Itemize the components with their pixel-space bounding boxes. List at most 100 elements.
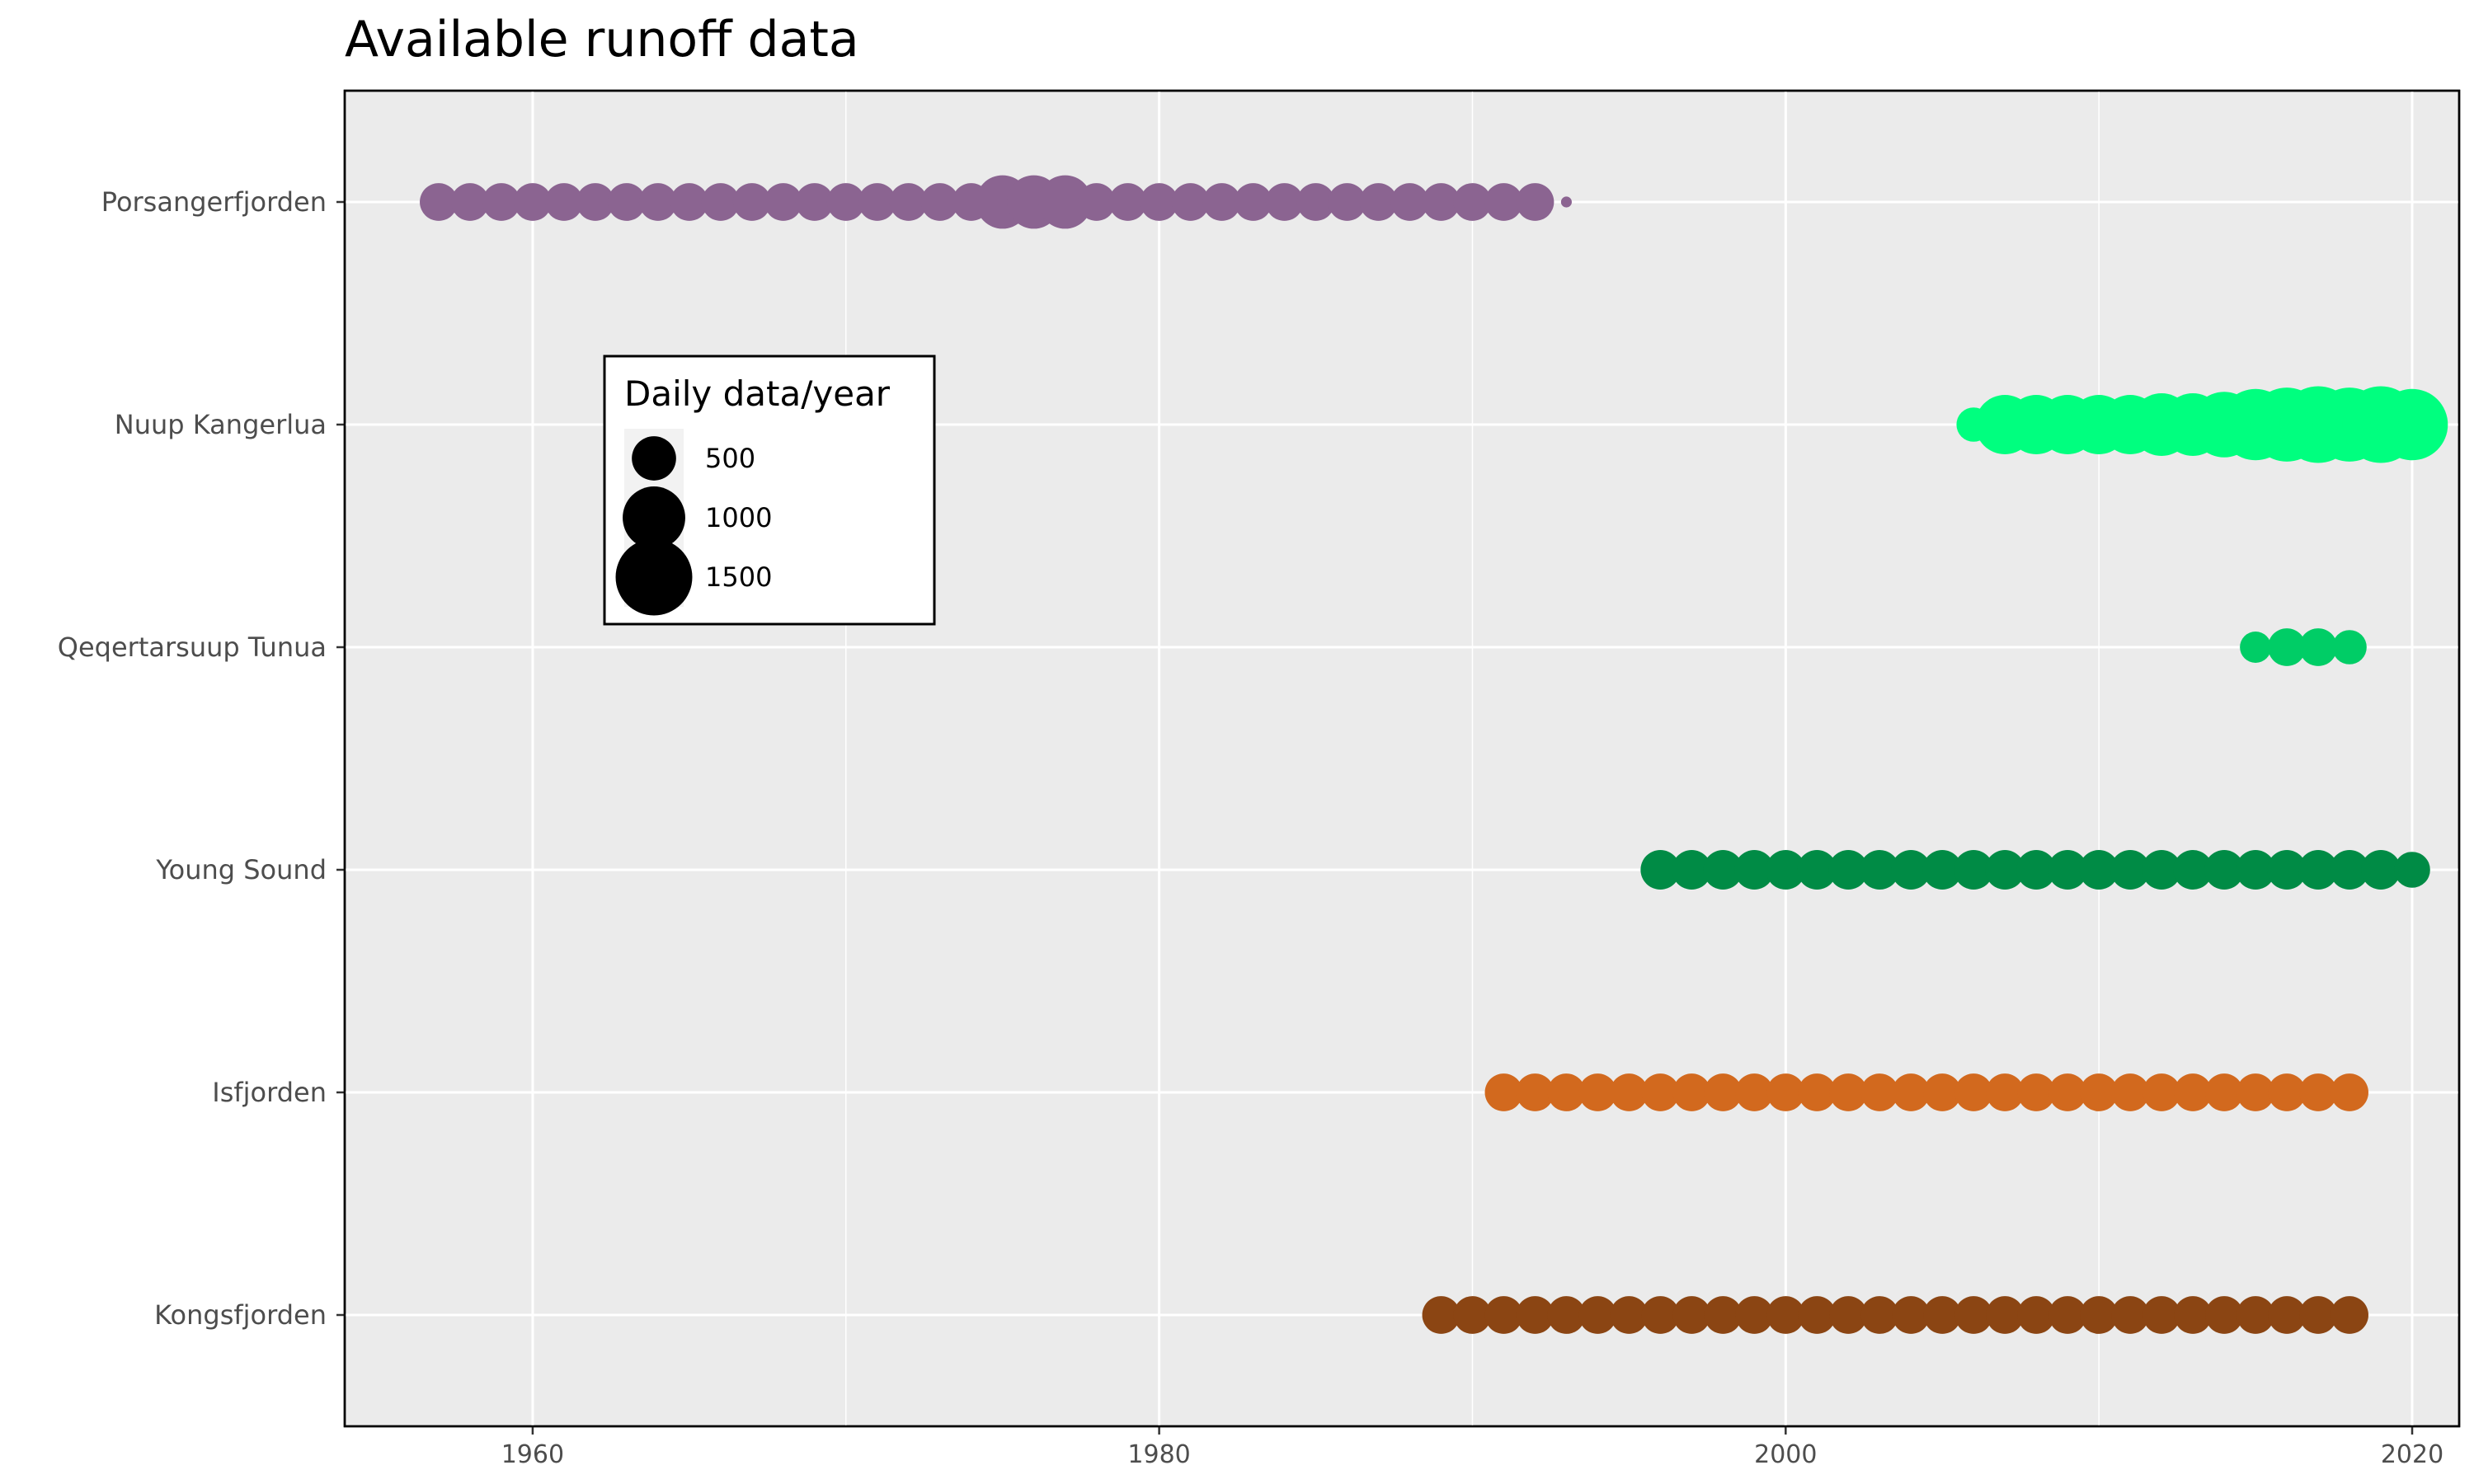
data-point — [2267, 850, 2307, 890]
data-point — [1077, 183, 1116, 221]
data-point — [1735, 1073, 1774, 1111]
data-point — [1422, 1296, 1460, 1334]
data-point — [2111, 1073, 2150, 1111]
data-point — [1704, 1073, 1743, 1111]
data-point — [858, 183, 896, 221]
data-point — [920, 183, 959, 221]
data-point — [1516, 1296, 1554, 1334]
data-point — [2048, 850, 2088, 890]
data-point — [1641, 1296, 1680, 1334]
data-point — [2268, 1073, 2307, 1111]
data-point — [795, 183, 834, 221]
axes: 1960 1980 2000 2020 Porsangerfjorden Nuup Kan… — [58, 186, 2443, 1469]
data-point — [1954, 1296, 1993, 1334]
data-point — [2331, 1073, 2368, 1111]
y-tick-label: Qeqertarsuup Tunua — [58, 632, 327, 663]
data-point — [701, 183, 740, 221]
data-point — [1766, 1073, 1805, 1111]
data-point — [1610, 1073, 1649, 1111]
data-point — [1986, 1296, 2025, 1334]
data-point — [1422, 183, 1460, 221]
data-point — [2142, 1296, 2181, 1334]
data-point — [1891, 850, 1931, 890]
data-point — [2268, 1296, 2307, 1334]
data-point — [2173, 850, 2213, 890]
plot-panel — [343, 89, 2461, 1428]
data-point — [1453, 1296, 1492, 1334]
y-tick-label: Porsangerfjorden — [101, 186, 327, 218]
data-point — [1328, 183, 1366, 221]
data-point — [1640, 850, 1681, 890]
data-point — [1735, 1296, 1774, 1334]
data-point — [2376, 388, 2448, 461]
data-point — [1578, 1296, 1617, 1334]
series-kongsfjorden — [1422, 1296, 2368, 1334]
data-point — [1390, 183, 1429, 221]
legend-entry-label: 500 — [705, 443, 755, 474]
data-point — [2111, 1296, 2150, 1334]
data-point — [1641, 1073, 1680, 1111]
data-point — [1202, 183, 1241, 221]
data-point — [1547, 1073, 1586, 1111]
data-point — [2299, 628, 2337, 666]
data-point — [2142, 1073, 2181, 1111]
series-qeqertarsuup-tunua — [2240, 628, 2367, 666]
x-tick-label: 1960 — [501, 1440, 564, 1469]
legend-entry-label: 1000 — [705, 502, 772, 533]
x-tick-label: 1980 — [1127, 1440, 1190, 1469]
data-point — [513, 183, 552, 221]
data-point — [1954, 850, 1994, 890]
data-point — [732, 183, 771, 221]
series-porsangerfjorden — [420, 175, 1572, 229]
plot-panel-border — [343, 89, 2461, 1428]
data-point — [2394, 852, 2430, 888]
data-point — [1860, 1296, 1899, 1334]
data-point — [1516, 183, 1554, 221]
data-point — [1453, 183, 1492, 221]
data-point — [1923, 1296, 1962, 1334]
data-point — [1829, 1296, 1868, 1334]
data-point — [638, 183, 677, 221]
data-point — [1672, 1296, 1711, 1334]
data-point — [1892, 1073, 1931, 1111]
data-point — [2236, 1296, 2275, 1334]
data-point — [1797, 850, 1837, 890]
data-point — [1766, 1296, 1805, 1334]
data-point — [1734, 850, 1775, 890]
data-point — [1828, 850, 1869, 890]
data-point — [451, 183, 489, 221]
data-point — [1171, 183, 1210, 221]
legend-key-circle — [632, 436, 676, 481]
data-point — [1484, 1296, 1523, 1334]
data-point — [2174, 1073, 2213, 1111]
data-point — [2204, 850, 2245, 890]
data-point — [2298, 850, 2339, 890]
data-point — [1985, 850, 2025, 890]
data-point — [1610, 1296, 1649, 1334]
series-young-sound — [1640, 850, 2430, 890]
data-point — [1798, 1073, 1837, 1111]
data-point — [2048, 1296, 2087, 1334]
data-point — [1296, 183, 1335, 221]
data-point — [2236, 1073, 2275, 1111]
data-point — [889, 183, 928, 221]
y-tick-label: Kongsfjorden — [154, 1299, 327, 1331]
data-point — [2110, 850, 2151, 890]
data-point — [1560, 196, 1572, 208]
data-point — [2205, 1073, 2244, 1111]
data-point — [2331, 1296, 2368, 1334]
data-point — [2330, 850, 2370, 890]
data-point — [2080, 1073, 2119, 1111]
series-nuup-kangerlua — [1956, 386, 2448, 463]
data-point — [1672, 850, 1712, 890]
data-point — [1359, 183, 1398, 221]
data-point — [1704, 1296, 1743, 1334]
legend-entry-label: 1500 — [705, 561, 772, 593]
data-point — [1108, 183, 1147, 221]
data-point — [1578, 1073, 1617, 1111]
data-point — [1516, 1073, 1554, 1111]
data-point — [2174, 1296, 2213, 1334]
data-point — [2332, 630, 2367, 665]
data-point — [1484, 1073, 1523, 1111]
